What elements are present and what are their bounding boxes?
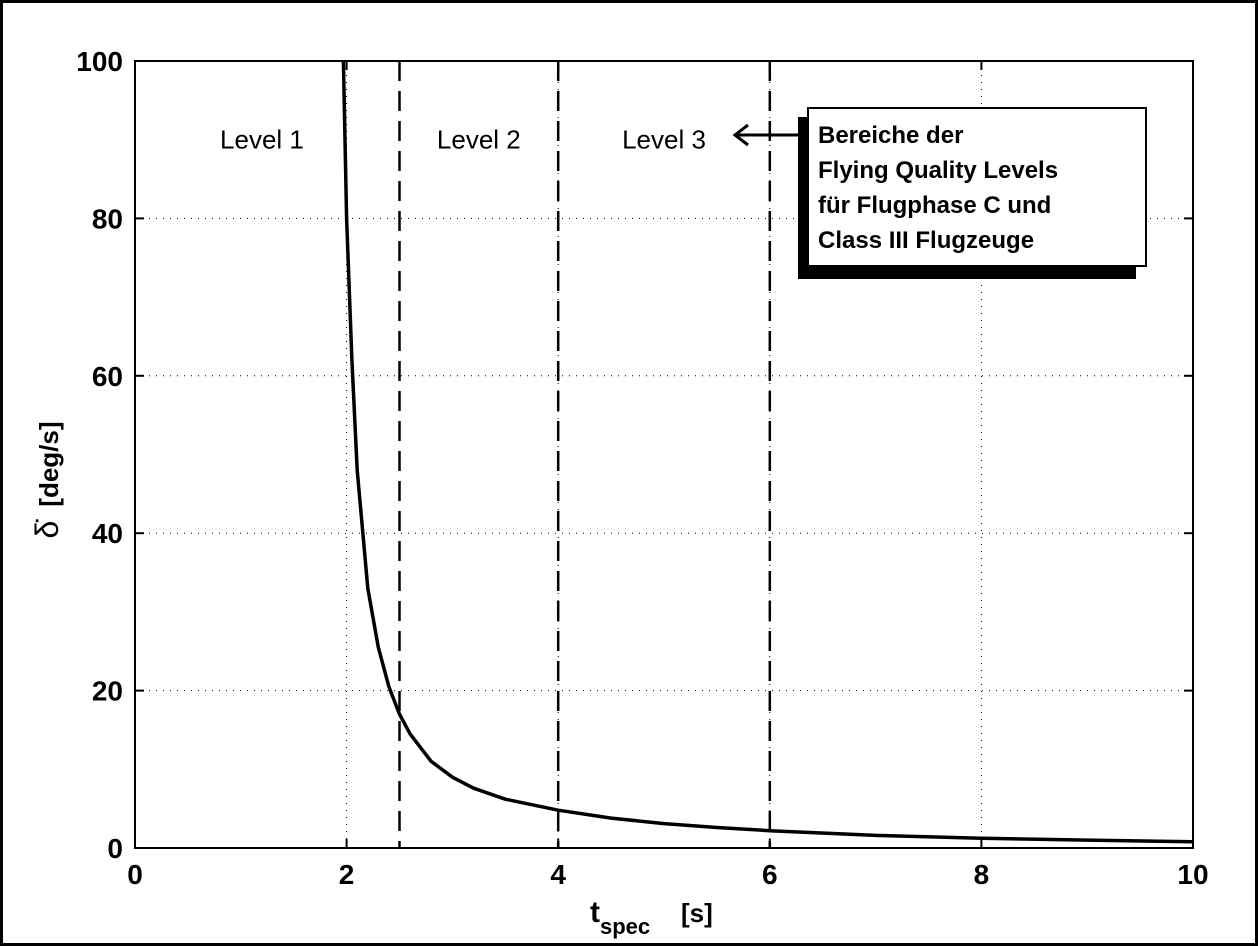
y-tick-label: 40 [92,518,123,549]
annotation-line-2: Flying Quality Levels [818,157,1058,184]
svg-text:δ̇[deg/s]: δ̇ [deg/s] [29,421,65,538]
arrow-head-icon [732,123,749,147]
plot-area [134,60,1194,849]
y-tick-label: 100 [76,46,123,77]
y-label-unit: [deg/s] [34,421,64,506]
svg-text:tspec: tspec [590,896,650,939]
x-label-sub: spec [600,914,650,939]
x-tick-label: 2 [339,859,355,890]
x-label-main: t [590,896,600,929]
y-tick-label: 0 [107,833,123,864]
x-tick-label: 10 [1177,859,1208,890]
region-label: Level 2 [437,125,521,155]
x-label-unit: [s] [681,898,713,928]
x-tick-label: 6 [762,859,778,890]
y-axis-label: δ̇ [deg/s] [29,421,65,538]
region-labels: Level 1 Level 2 Level 3 [220,125,706,155]
y-label-symbol: δ̇ [29,519,65,539]
annotation-line-1: Bereiche der [818,122,963,149]
level-boundaries [398,61,772,848]
series-line [341,60,1194,844]
x-tick-label: 4 [550,859,566,890]
annotation-box [807,107,1147,267]
region-label: Level 3 [622,125,706,155]
annotation-line-3: für Flugphase C und [818,192,1051,219]
y-tick-label: 80 [92,203,123,234]
x-tick-label: 0 [127,859,143,890]
y-axis: 0 20 40 60 80 100 [76,46,1193,864]
region-label: Level 1 [220,125,304,155]
series-layer [341,60,1194,844]
x-axis: 0 2 4 6 8 10 [127,61,1209,890]
annotation-line-4: Class III Flugzeuge [818,227,1034,254]
x-tick-label: 8 [974,859,990,890]
annotation: Bereiche der Flying Quality Levels für F… [732,107,1147,279]
x-axis-label: tspec [s] [590,896,713,939]
y-tick-label: 20 [92,676,123,707]
y-tick-label: 60 [92,361,123,392]
